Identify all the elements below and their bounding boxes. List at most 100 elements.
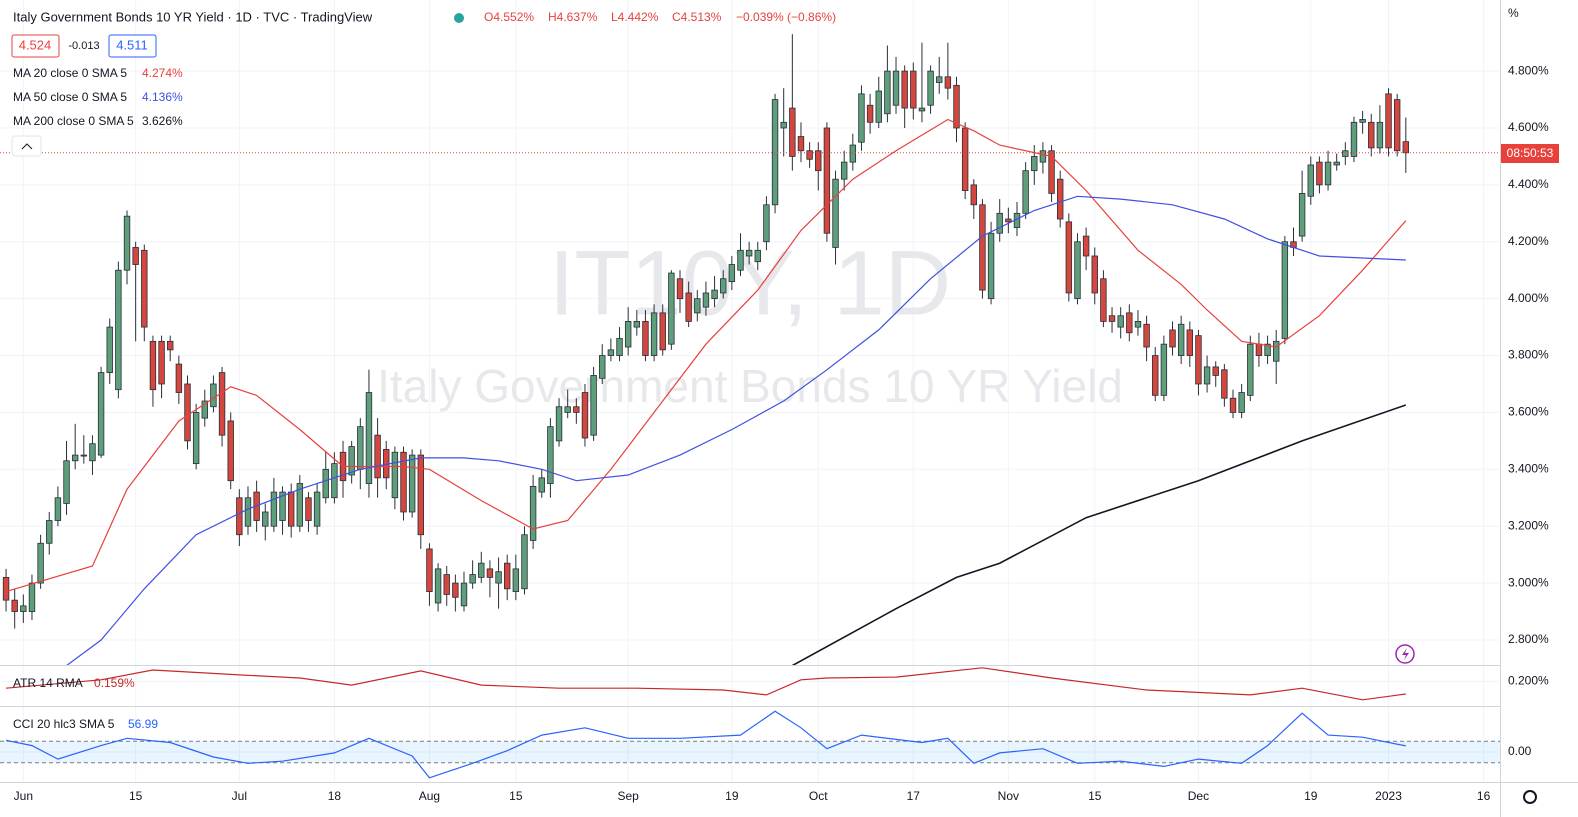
candle-body	[1048, 150, 1055, 194]
candle-body	[849, 144, 857, 163]
candle-body	[961, 127, 969, 191]
y-tick-label: 4.200%	[1508, 234, 1549, 248]
candle-body	[1247, 343, 1254, 396]
indicator-line	[5, 667, 1406, 701]
candle-body	[1031, 156, 1038, 172]
candle-body	[1238, 392, 1245, 413]
y-tick-label: 3.400%	[1508, 461, 1549, 475]
candle-body	[1324, 161, 1332, 186]
candle-body	[815, 150, 822, 172]
candle-body	[192, 412, 200, 465]
candle-body	[806, 150, 813, 160]
candle-body	[141, 249, 148, 328]
candle-body	[970, 184, 977, 206]
legend-value: 4.274%	[142, 66, 183, 80]
candle-body	[512, 568, 520, 593]
candle-body	[763, 204, 770, 243]
candle-body	[1316, 161, 1323, 186]
candle-body	[149, 340, 157, 391]
candle-body	[1082, 235, 1090, 257]
candle-body	[910, 70, 917, 109]
ohlc-values: O4.552% H4.637% L4.442% C4.513% −0.039% (−0.…	[484, 10, 836, 24]
y-tick-label: 0.00	[1508, 744, 1532, 758]
y-tick-label: 4.400%	[1508, 177, 1549, 191]
candle-body	[1108, 315, 1116, 322]
band-fill	[0, 741, 1500, 763]
candle-body	[866, 104, 874, 123]
moving-average	[5, 118, 1407, 593]
candle-body	[495, 571, 502, 584]
unit-label: %	[1508, 6, 1519, 20]
candle-body	[28, 582, 36, 612]
legend-name: MA 200 close 0 SMA 5	[13, 114, 134, 128]
candle-body	[115, 269, 122, 391]
candle-body	[823, 127, 831, 234]
bid-box[interactable]	[11, 34, 60, 58]
candle-body	[599, 355, 606, 379]
indicator-line	[5, 710, 1406, 779]
candle-body	[720, 278, 727, 294]
watermark-name: Italy Government Bonds 10 YR Yield	[377, 360, 1123, 412]
candle-body	[780, 121, 787, 129]
candle-body	[175, 363, 183, 393]
y-tick-label: 2.800%	[1508, 632, 1549, 646]
x-tick-label: Jun	[14, 789, 33, 803]
candle-body	[1022, 170, 1029, 214]
candle-body	[659, 312, 666, 351]
candle-body	[1065, 221, 1073, 294]
candle-body	[1402, 141, 1410, 154]
y-tick-label: 4.600%	[1508, 120, 1549, 134]
collapse-legend[interactable]	[11, 135, 42, 157]
candle-body	[1255, 343, 1263, 356]
candle-body	[244, 497, 252, 527]
candle-body	[469, 574, 476, 584]
candle-body	[123, 215, 131, 271]
candle-body	[486, 568, 494, 578]
candle-body	[573, 406, 580, 413]
candle-body	[1368, 121, 1375, 149]
candle-body	[936, 76, 943, 83]
candle-body	[1074, 241, 1081, 300]
ohlc-value: L4.442%	[611, 10, 659, 24]
pane-legend-value: 56.99	[128, 717, 158, 731]
candle-body	[875, 90, 882, 123]
candle-body	[650, 312, 658, 356]
candle-body	[564, 406, 571, 413]
candle-body	[417, 454, 424, 536]
candle-body	[1393, 99, 1401, 152]
candle-body	[521, 534, 528, 590]
candle-body	[547, 426, 554, 484]
settings-icon[interactable]	[1523, 790, 1537, 804]
candle-body	[1212, 366, 1219, 376]
candle-body	[1143, 323, 1150, 348]
chevron-icon	[21, 143, 33, 150]
candle-body	[287, 491, 295, 527]
candle-body	[702, 292, 710, 308]
candle-body	[132, 247, 139, 265]
watermark-symbol: IT10Y, 1D	[549, 232, 951, 334]
candle-body	[426, 548, 433, 593]
y-tick-label: 4.000%	[1508, 291, 1549, 305]
candle-body	[89, 443, 96, 462]
legend-name: MA 20 close 0 SMA 5	[13, 66, 127, 80]
candle-body	[737, 249, 744, 271]
ask-box[interactable]	[108, 34, 157, 58]
candle-body	[2, 576, 10, 601]
candle-body	[1221, 369, 1228, 399]
candle-body	[1203, 366, 1211, 385]
candle-body	[624, 321, 632, 348]
candle-body	[1160, 343, 1168, 396]
x-tick-label: 2023	[1375, 789, 1402, 803]
candle-body	[210, 383, 217, 408]
ohlc-value: H4.637%	[548, 10, 598, 24]
candle-body	[1005, 218, 1012, 223]
candle-body	[357, 426, 364, 470]
candle-body	[1350, 121, 1358, 157]
candle-body	[54, 497, 62, 521]
candle-body	[1229, 397, 1237, 413]
x-tick-label: 16	[1477, 789, 1491, 803]
spread: -0.013	[68, 40, 99, 52]
pane-legend-name: ATR 14 RMA	[13, 676, 83, 690]
candle-body	[918, 107, 926, 112]
